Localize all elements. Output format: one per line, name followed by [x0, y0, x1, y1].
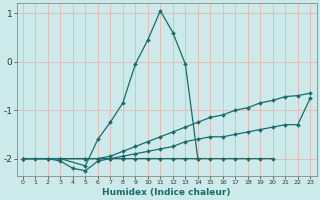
X-axis label: Humidex (Indice chaleur): Humidex (Indice chaleur): [102, 188, 231, 197]
